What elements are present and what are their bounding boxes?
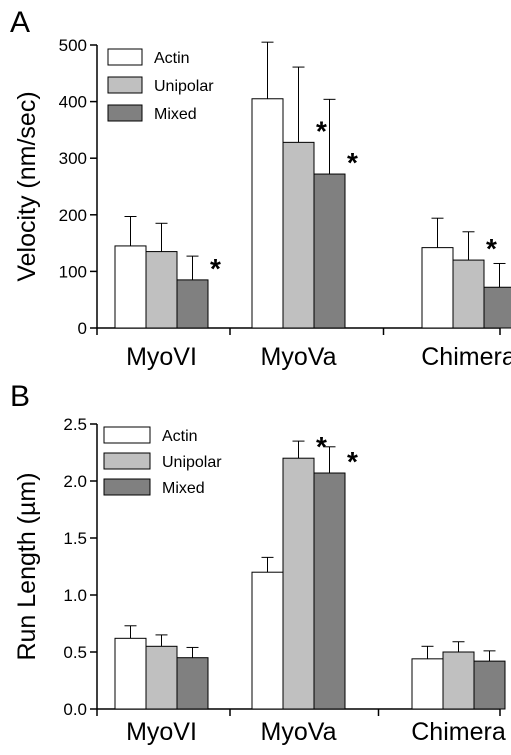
legend-label: Mixed [162, 480, 205, 497]
y-tick-label: 500 [59, 36, 87, 55]
category-label: MyoVa [261, 718, 337, 746]
legend-label: Mixed [154, 106, 197, 123]
y-axis-label: Velocity (nm/sec) [13, 91, 41, 281]
y-tick-label: 0 [78, 319, 87, 338]
bar-mixed [473, 660, 506, 710]
y-tick-label: 400 [59, 93, 87, 112]
y-tick-label: 1.5 [63, 529, 87, 548]
category-label: MyoVI [126, 343, 197, 371]
bar-unipolar [282, 457, 315, 710]
category-label: MyoVI [126, 718, 197, 746]
bar-unipolar [145, 645, 178, 710]
y-tick-label: 0.0 [63, 700, 87, 719]
significance-star: * [210, 253, 221, 284]
y-tick-label: 100 [59, 262, 87, 281]
legend-label: Unipolar [154, 78, 214, 95]
bar-actin [421, 247, 454, 329]
y-tick-label: 2.0 [63, 472, 87, 491]
category-label: Chimera [411, 718, 506, 746]
panel-letter: A [10, 6, 30, 39]
bar-unipolar [145, 251, 178, 329]
bar-mixed [313, 472, 346, 710]
bar-unipolar [442, 651, 475, 710]
significance-star: * [347, 446, 358, 477]
significance-star: * [486, 233, 497, 264]
significance-star: * [316, 115, 327, 146]
y-axis-label: Run Length (µm) [13, 472, 41, 660]
y-tick-label: 1.0 [63, 586, 87, 605]
bar-actin [251, 98, 284, 329]
legend-swatch-unipolar [103, 452, 151, 470]
legend-swatch-actin [103, 426, 151, 444]
legend-swatch-mixed [103, 478, 151, 496]
bar-mixed [176, 279, 209, 329]
bar-actin [251, 571, 284, 710]
significance-star: * [347, 147, 358, 178]
y-tick-label: 200 [59, 206, 87, 225]
bar-actin [114, 637, 147, 710]
category-label: MyoVa [261, 343, 337, 371]
legend-label: Unipolar [162, 454, 222, 471]
bar-mixed [483, 286, 511, 329]
legend-swatch-actin [107, 48, 143, 66]
bar-mixed [313, 173, 346, 329]
significance-star: * [316, 431, 327, 462]
bar-actin [114, 245, 147, 329]
y-tick-label: 300 [59, 149, 87, 168]
panel-letter: B [10, 380, 30, 413]
y-tick-label: 2.5 [63, 415, 87, 434]
bar-unipolar [282, 141, 315, 329]
bar-unipolar [452, 259, 485, 329]
category-label: Chimera [421, 343, 511, 371]
legend-swatch-unipolar [107, 76, 143, 94]
bar-mixed [176, 657, 209, 710]
chart-panel-a: A Velocity (nm/sec) 0 100 200 300 400 500 * MyoVI… [10, 6, 511, 371]
chart-panel-b: B Run Length (µm) 0.0 0.5 1.0 1.5 2.0 2.5 MyoVI *… [10, 380, 506, 746]
legend-swatch-mixed [107, 104, 143, 122]
bar-actin [411, 658, 444, 710]
legend-label: Actin [162, 428, 198, 445]
legend-label: Actin [154, 50, 190, 67]
y-tick-label: 0.5 [63, 643, 87, 662]
